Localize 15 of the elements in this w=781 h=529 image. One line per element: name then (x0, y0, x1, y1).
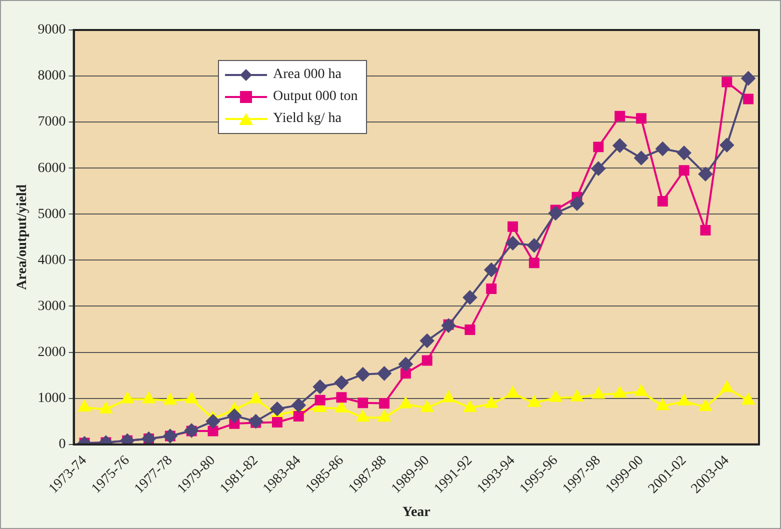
y-axis-title: Area/output/yield (15, 184, 30, 290)
y-tick-label: 2000 (38, 344, 66, 360)
y-tick-label: 8000 (38, 68, 66, 84)
x-axis-title: Year (402, 505, 430, 520)
legend-label: Yield kg/ ha (273, 111, 342, 127)
y-tick-label: 7000 (38, 114, 66, 130)
y-tick-label: 4000 (38, 252, 66, 268)
y-tick-label: 6000 (38, 160, 66, 176)
y-tick-label: 1000 (38, 390, 66, 406)
y-tick-label: 5000 (38, 206, 66, 222)
y-tick-label: 3000 (38, 298, 66, 314)
legend-label: Area 000 ha (273, 67, 342, 83)
y-tick-label: 0 (58, 436, 66, 452)
y-tick-label: 9000 (38, 22, 66, 38)
legend-label: Output 000 ton (273, 89, 358, 105)
